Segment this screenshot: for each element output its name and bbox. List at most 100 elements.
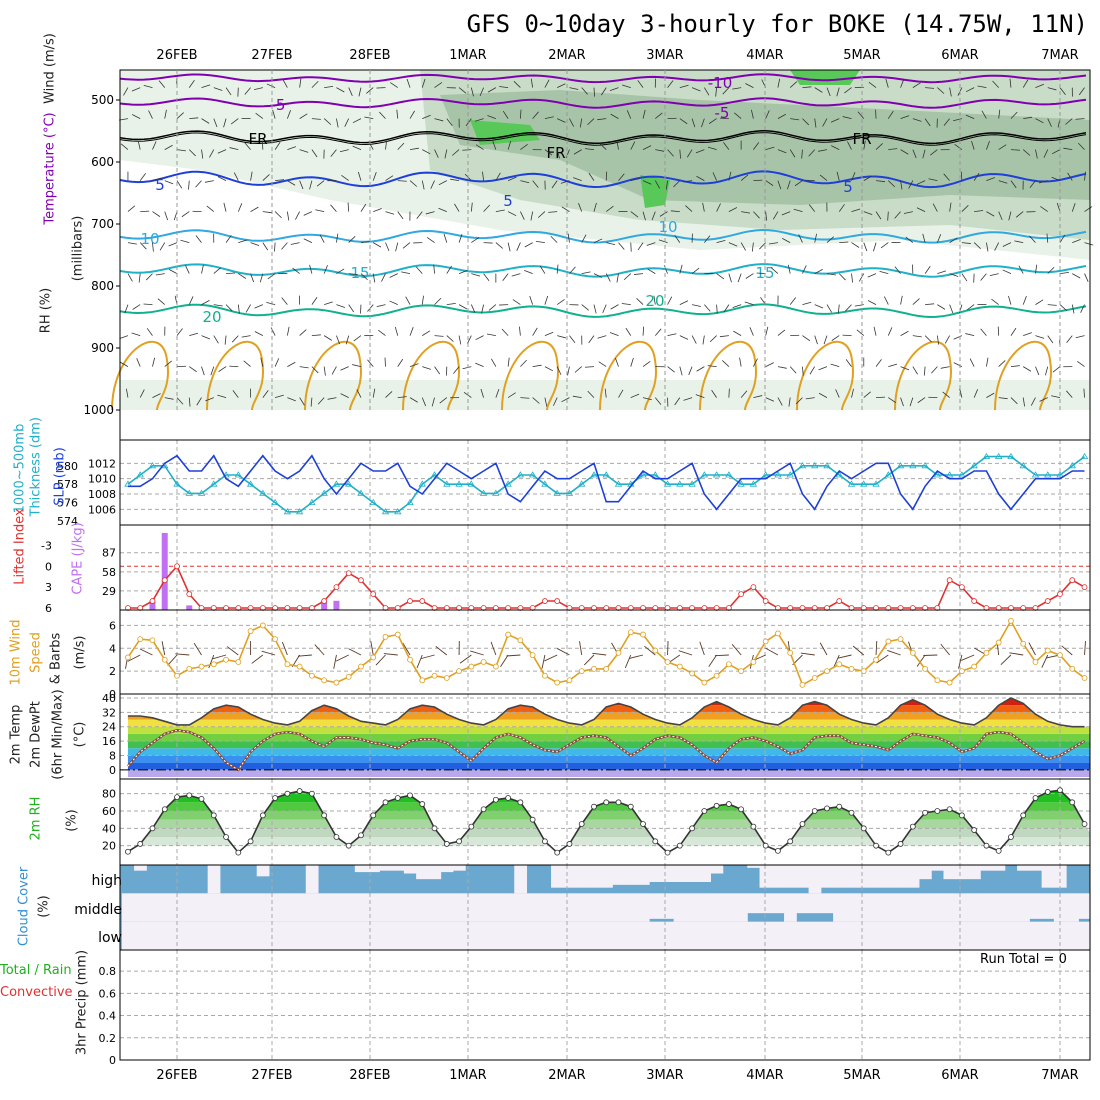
wind-barb <box>245 304 251 313</box>
wind-barb <box>973 172 980 181</box>
temp-line <box>127 697 1085 728</box>
lifted-index-point <box>1069 577 1076 584</box>
cloud-clear-low <box>931 921 944 950</box>
wind-barb <box>336 268 345 274</box>
cloud-clear-middle <box>820 893 834 914</box>
wind-barb <box>287 180 296 186</box>
wind-barb <box>905 236 914 243</box>
wind-barb <box>998 180 1008 184</box>
cloud-clear-high <box>134 865 147 871</box>
surface-barb <box>383 653 398 656</box>
lifted-index-point <box>321 598 328 604</box>
rh-point <box>468 823 475 830</box>
wind-barb <box>157 298 165 305</box>
cloud-clear-middle <box>440 893 454 922</box>
wind-barb <box>765 397 775 402</box>
surface-barb <box>500 654 509 667</box>
date-label-bottom-1: 27FEB <box>251 1068 293 1083</box>
wind-barb <box>323 265 328 274</box>
wind-barb <box>259 273 264 283</box>
wind-speed-point <box>456 668 462 675</box>
cape-bar <box>149 600 156 610</box>
wind-barb <box>438 180 447 186</box>
wind-barb <box>593 238 603 243</box>
wind-barb <box>176 397 184 405</box>
rh-point <box>235 849 242 856</box>
rh-label-unit: (%) <box>64 809 80 832</box>
temp-tick-2: 16 <box>102 735 116 748</box>
wind-barb <box>1010 180 1017 189</box>
wind-barb <box>900 149 909 155</box>
cloud-clear-low <box>968 921 981 950</box>
cloud-clear-middle <box>845 893 859 922</box>
wind-speed-point <box>615 649 622 656</box>
surface-barb <box>765 647 779 656</box>
wind-speed-point <box>640 631 646 638</box>
wind-barb <box>986 392 995 398</box>
cloud-clear-low <box>612 921 626 950</box>
slp-line <box>127 454 1085 511</box>
wind-barb <box>385 242 390 252</box>
wind-barb <box>674 397 681 406</box>
rh-point <box>946 806 953 813</box>
wind-barb <box>802 335 811 342</box>
cloud-clear-middle <box>722 893 736 922</box>
wind-barb <box>336 87 345 93</box>
wind-barb <box>127 242 137 245</box>
wind-barb <box>507 140 512 150</box>
temp-band <box>127 712 1090 720</box>
wind-barb <box>274 358 280 367</box>
wind-barb <box>532 364 542 367</box>
surface-barb <box>314 644 325 656</box>
cloud-clear-low <box>538 921 552 950</box>
pressure-tick-4: 900 <box>91 341 114 355</box>
cloud-clear-low <box>452 921 466 950</box>
wind-barb <box>851 242 860 248</box>
wind-barb <box>749 327 754 336</box>
thickness-point <box>970 462 978 469</box>
cloud-clear-middle <box>134 893 147 922</box>
wind-barb <box>532 397 540 404</box>
slp-panel-border <box>119 439 1091 526</box>
cloud-clear-low <box>158 921 172 950</box>
wind-barb <box>311 80 319 88</box>
cloud-clear-low <box>1041 921 1055 950</box>
surface-barb <box>819 642 828 656</box>
cloud-clear-low <box>305 921 319 950</box>
wind-barb <box>544 366 554 372</box>
wind-barb <box>253 87 263 91</box>
wind-barb <box>1047 335 1054 344</box>
wind-barb <box>287 361 296 367</box>
thickness-point <box>860 480 868 487</box>
cloud-clear-middle <box>330 893 344 922</box>
wind-barb <box>556 366 562 375</box>
wind-barb <box>679 149 682 159</box>
cloud-clear-middle <box>673 893 687 922</box>
rh-point <box>161 806 168 813</box>
wind-barb <box>434 297 442 305</box>
rh-point <box>615 799 622 806</box>
cloud-clear-high <box>894 865 908 888</box>
wind-barb <box>123 87 129 96</box>
wind-barb <box>524 270 533 274</box>
wind-barb <box>492 141 497 150</box>
thickness-point <box>614 480 623 487</box>
lifted-index-point <box>186 591 193 597</box>
wind-barb <box>299 78 302 88</box>
wind-barb <box>513 81 521 88</box>
wind-barb <box>609 332 619 336</box>
cape-label-cape: CAPE (J/kg) <box>70 522 86 595</box>
date-label-top-8: 6MAR <box>941 48 979 63</box>
wind-barb <box>787 180 791 190</box>
wind-barb <box>715 87 718 97</box>
surface-barb <box>226 646 239 656</box>
cloud-clear-high <box>256 865 270 877</box>
wind-barb <box>390 82 398 88</box>
wind-barb <box>888 397 896 403</box>
wind-speed-point <box>468 663 475 670</box>
wind-barb <box>733 330 742 336</box>
rh-point <box>885 849 892 856</box>
wind-speed-point <box>762 638 769 645</box>
wind-barb <box>483 204 491 212</box>
thickness-point <box>798 462 807 469</box>
